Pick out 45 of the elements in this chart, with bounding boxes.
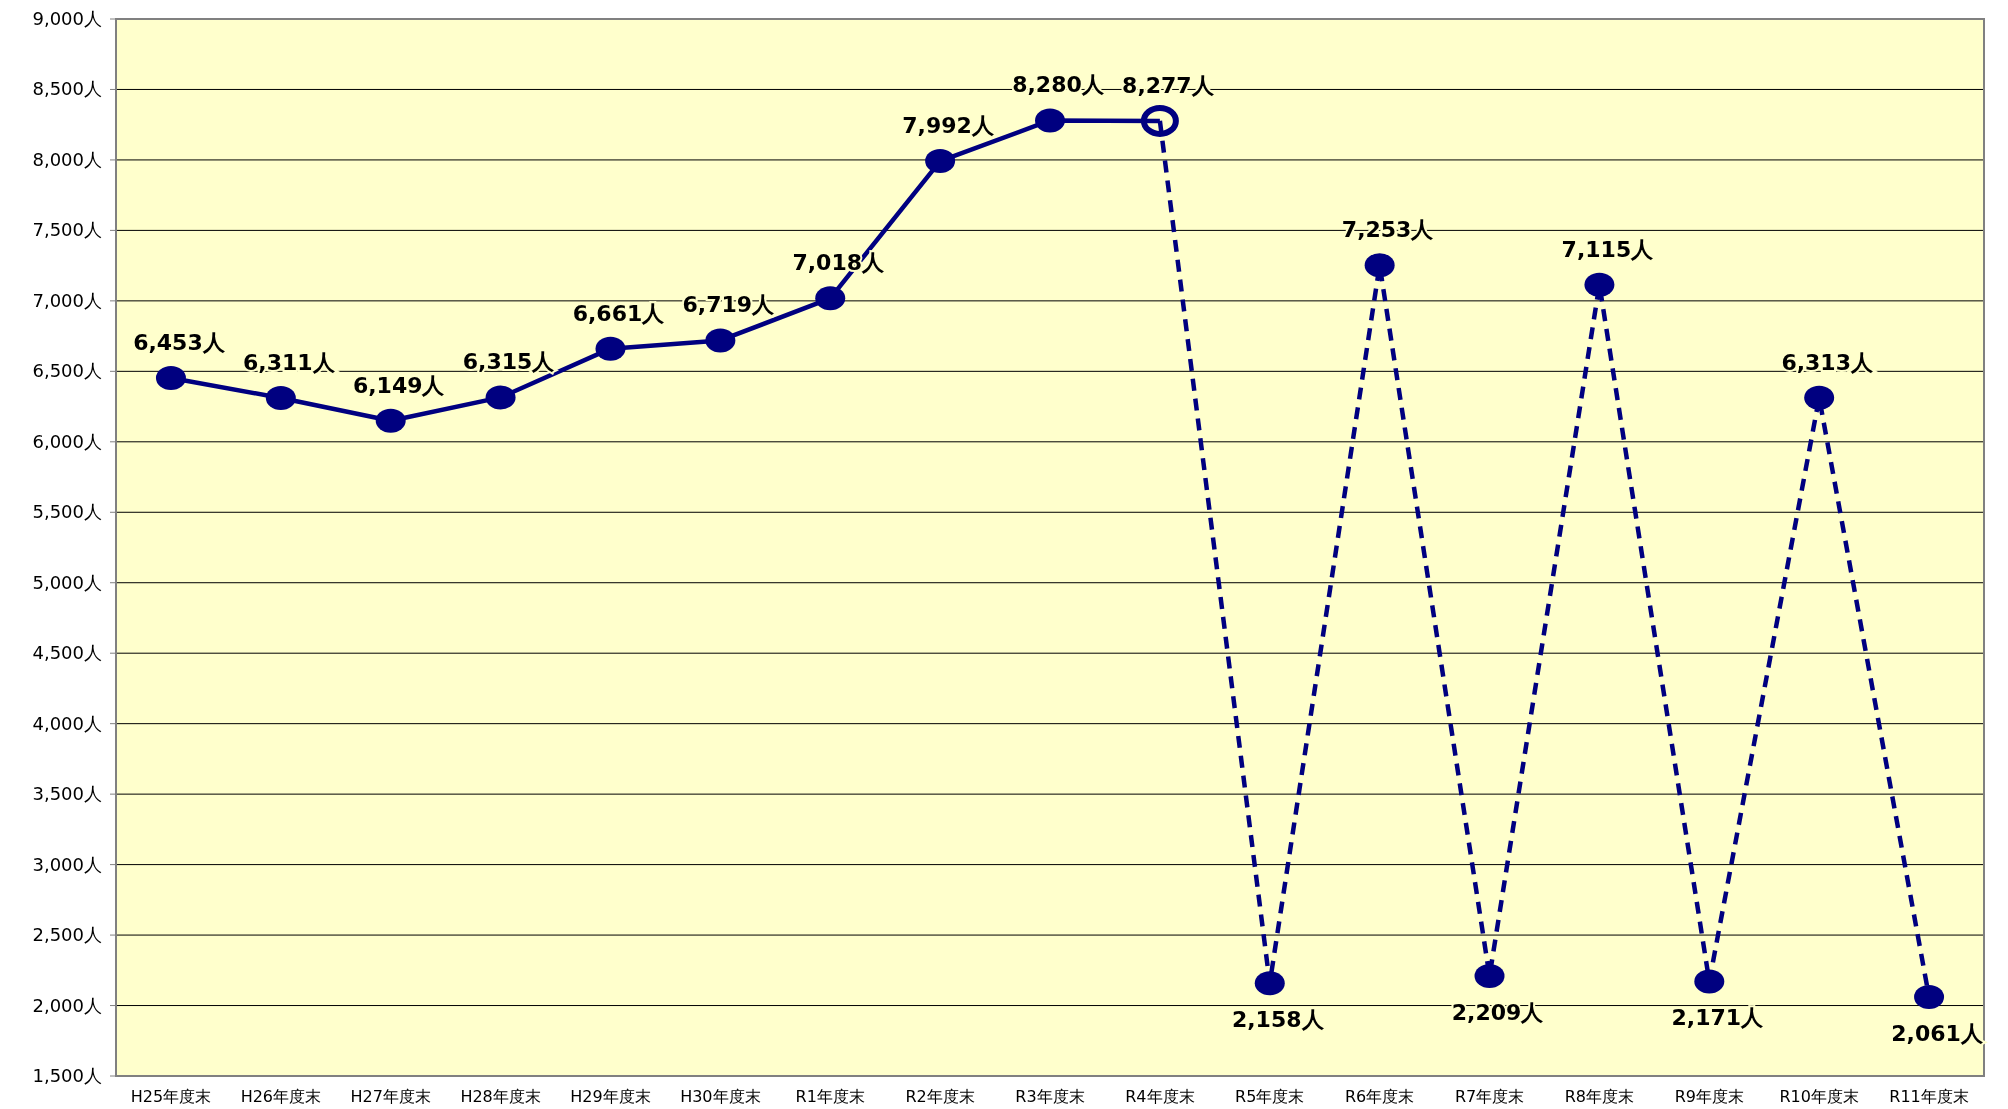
x-tick-label: R5年度末: [1235, 1087, 1305, 1106]
y-tick-label: 7,000人: [32, 289, 102, 311]
y-tick-label: 1,500人: [32, 1065, 102, 1086]
y-tick-label: 8,500人: [32, 78, 102, 100]
x-tick-label: H25年度末: [130, 1087, 212, 1106]
x-tick-label: R6年度末: [1345, 1087, 1415, 1106]
x-tick-label: R2年度末: [905, 1087, 975, 1106]
data-label: 2,158人: [1231, 1007, 1325, 1033]
data-label: 7,992人: [902, 113, 995, 139]
x-tick-label: R11年度末: [1889, 1087, 1969, 1106]
x-tick-label: R10年度末: [1779, 1087, 1859, 1106]
x-tick-label: R1年度末: [795, 1087, 865, 1106]
x-tick-label: R7年度末: [1454, 1087, 1525, 1106]
y-tick-label: 5,000人: [32, 571, 102, 593]
y-tick-label: 7,500人: [32, 219, 102, 241]
x-tick-label: H28年度末: [460, 1087, 541, 1106]
y-tick-label: 4,500人: [32, 642, 102, 664]
data-label: 6,149人: [352, 372, 446, 398]
data-label: 6,315人: [462, 349, 556, 375]
data-label: 7,115人: [1561, 236, 1655, 262]
data-label: 2,171人: [1671, 1005, 1765, 1031]
y-tick-label: 6,500人: [32, 360, 102, 382]
data-label: 2,061人: [1891, 1020, 1984, 1046]
x-tick-label: R4年度末: [1125, 1087, 1195, 1106]
data-label: 2,209人: [1451, 1000, 1545, 1026]
x-tick-label: H29年度末: [570, 1087, 651, 1106]
y-tick-label: 4,000人: [32, 712, 102, 734]
x-tick-label: H30年度末: [680, 1087, 761, 1106]
data-label: 6,661人: [572, 300, 666, 326]
data-label: 6,313人: [1781, 349, 1874, 375]
data-label: 6,453人: [133, 329, 226, 355]
y-tick-label: 2,000人: [32, 994, 102, 1016]
y-tick-label: 3,000人: [32, 853, 102, 875]
x-tick-label: R3年度末: [1015, 1087, 1085, 1106]
x-tick-label: R8年度末: [1564, 1087, 1635, 1106]
y-tick-label: 3,500人: [32, 783, 102, 805]
x-tick-label: H26年度末: [240, 1087, 322, 1106]
data-label: 6,311人: [243, 349, 336, 375]
y-tick-label: 9,000人: [32, 8, 102, 29]
y-tick-label: 8,000人: [32, 148, 102, 170]
x-tick-label: H27年度末: [350, 1087, 431, 1106]
y-tick-label: 5,500人: [32, 501, 102, 523]
y-tick-label: 2,500人: [32, 924, 102, 946]
x-tick-label: R9年度末: [1674, 1087, 1744, 1106]
y-tick-label: 6,000人: [32, 430, 102, 452]
